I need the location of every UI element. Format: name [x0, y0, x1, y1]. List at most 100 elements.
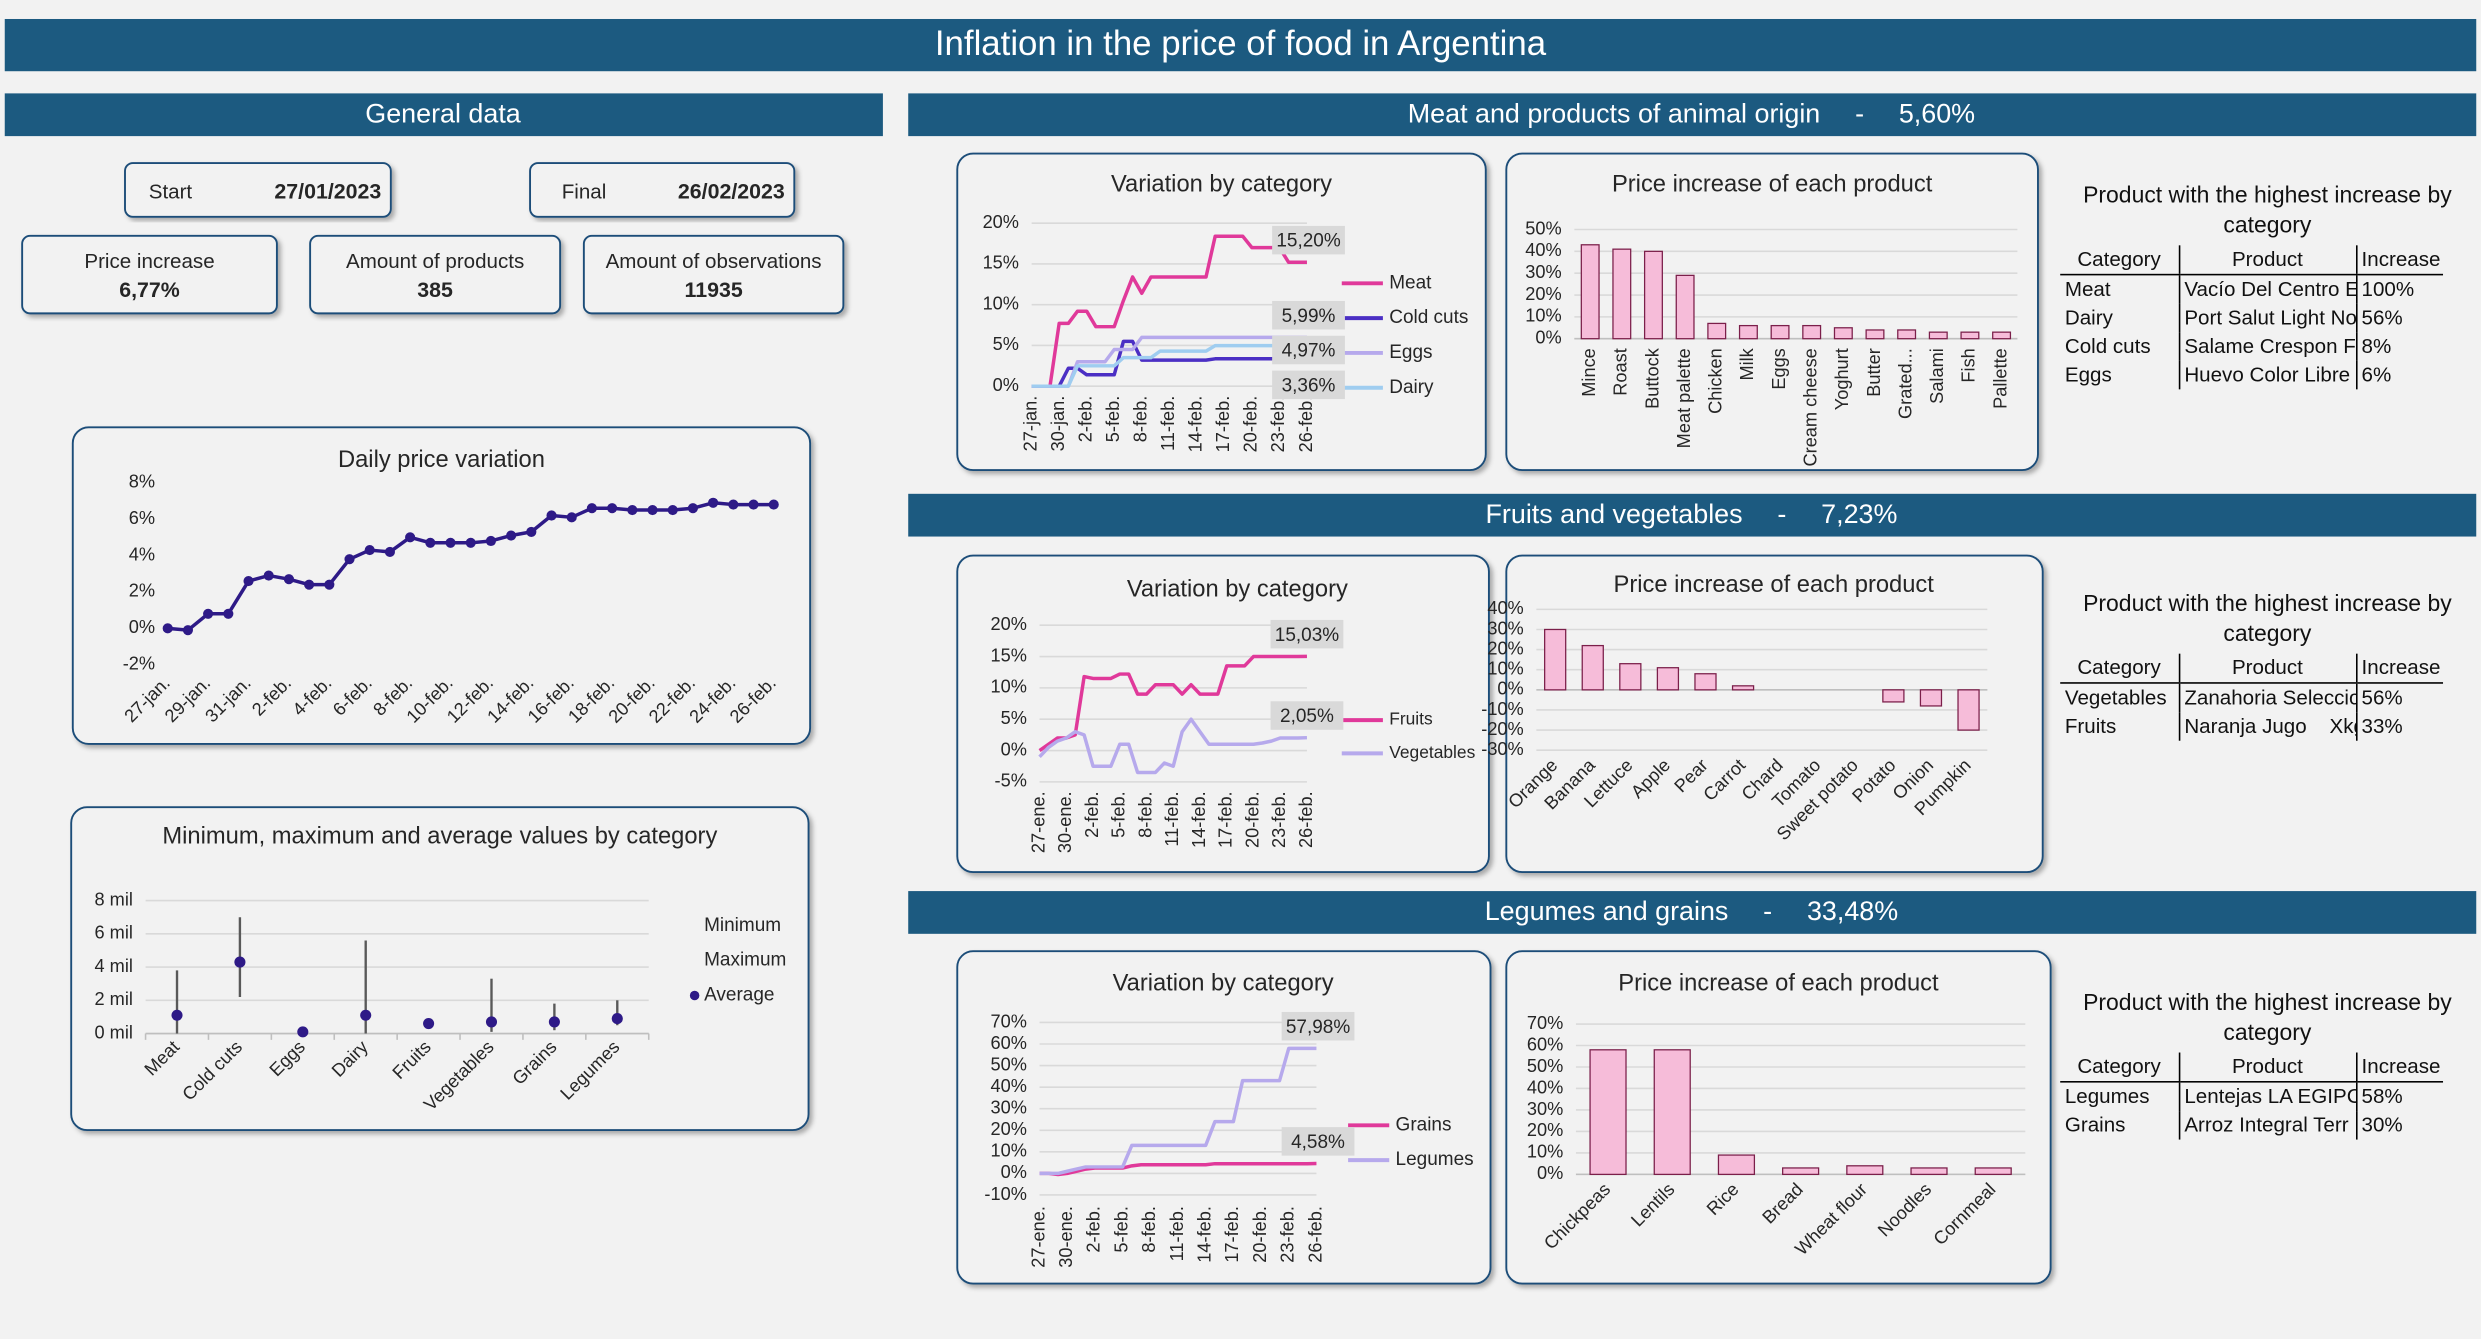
card-label: Amount of products [346, 250, 524, 273]
table-cell: 6% [2355, 360, 2444, 390]
table-cell: Dairy [2064, 305, 2113, 330]
section-title: General data [365, 99, 520, 129]
point [708, 497, 719, 508]
y-tick-label: 0% [1537, 1163, 1563, 1183]
line-series [1038, 717, 1308, 775]
info-card [124, 162, 392, 218]
x-tick-label: 30-ene. [1055, 791, 1075, 853]
x-tick-label: Salami [1927, 348, 1947, 404]
data-label-box [1272, 300, 1345, 330]
data-label-box [1270, 701, 1344, 730]
table-row: Dairy Port Salut Light No 56% [2060, 303, 2444, 333]
table-cell: Grains [2064, 1112, 2126, 1137]
chart-title: Variation by category [1113, 971, 1334, 997]
point [586, 503, 597, 514]
y-tick-label: 0% [129, 617, 155, 637]
section-title: Legumes and grains - 33,48% [1485, 896, 1898, 926]
section-value: 5,60% [1899, 99, 1975, 129]
column-header: Increase [2355, 653, 2444, 684]
x-tick-label: 8-feb. [1139, 1206, 1159, 1253]
y-tick-label: 10% [1525, 306, 1561, 326]
chart-panel [1505, 950, 2052, 1285]
bar [1707, 322, 1727, 340]
y-tick-label: -20% [1481, 719, 1523, 739]
y-tick-label: 6 mil [95, 923, 133, 943]
bar [1717, 1154, 1756, 1176]
point [445, 537, 456, 548]
y-tick-label: 10% [990, 677, 1026, 697]
bar [1992, 331, 2012, 340]
line-series [1038, 654, 1307, 752]
x-tick-label: 26-feb. [1296, 791, 1316, 848]
data-label-box [1270, 619, 1344, 649]
y-tick-label: 10% [990, 1141, 1026, 1161]
card-label: Price increase [84, 250, 214, 273]
section-separator: - [1777, 499, 1786, 529]
point [171, 1009, 183, 1021]
point [304, 579, 315, 590]
chart-panel [956, 950, 1492, 1285]
bar [1580, 244, 1600, 340]
x-tick-label: Fish [1959, 348, 1979, 382]
y-tick-label: 60% [990, 1033, 1026, 1053]
bar [1738, 324, 1758, 340]
table-block: Product with the highest increase by cat… [2060, 182, 2475, 390]
x-tick-label: 14-feb. [1195, 1206, 1215, 1263]
x-tick-label: 27-jan. [1020, 396, 1040, 452]
x-tick-label: 27-ene. [1028, 791, 1048, 853]
x-tick-label: 26-feb. [1305, 1206, 1325, 1263]
table-row: Fruits Naranja Jugo Xkg 33% [2060, 712, 2444, 741]
x-tick-label: 8-feb. [1135, 791, 1155, 838]
table-row: Cold cuts Salame Crespon Fe 8% [2060, 332, 2444, 361]
table-header: Category Product Increase [2060, 245, 2444, 276]
y-tick-label: 50% [1527, 1056, 1563, 1076]
section-name: Meat and products of animal origin [1408, 99, 1821, 129]
column-header: Category [2060, 1052, 2179, 1083]
point [364, 545, 375, 556]
x-tick-label: 14-feb. [1189, 791, 1209, 848]
table-wrap: Product with the highest increase by cat… [2060, 182, 2475, 390]
x-tick-label: 23-feb. [1278, 1206, 1298, 1263]
table: Category Product Increase Vegetables Zanahor… [2060, 653, 2444, 741]
section-value: 7,23% [1821, 499, 1897, 529]
bar [1581, 644, 1604, 691]
y-tick-label: 30% [990, 1098, 1026, 1118]
bar [1643, 250, 1663, 340]
data-label: 3,36% [1282, 375, 1336, 396]
legend-label: Legumes [1396, 1149, 1474, 1170]
y-tick-label: 20% [983, 212, 1019, 232]
table-cell: Arroz Integral Terr [2177, 1111, 2357, 1140]
x-tick-label: 11-feb. [1167, 1206, 1187, 1261]
card-value: 385 [417, 278, 453, 302]
y-tick-label: 30% [1525, 262, 1561, 282]
x-tick-label: Yoghurt [1832, 348, 1852, 410]
table-row: Meat Vacío Del Centro E 100% [2060, 274, 2444, 304]
point [423, 1018, 435, 1030]
y-tick-label: 10% [1527, 1142, 1563, 1162]
y-tick-label: 40% [1487, 598, 1523, 618]
y-tick-label: 20% [1527, 1120, 1563, 1140]
y-tick-label: 0% [1001, 1162, 1027, 1182]
y-tick-label: 20% [1525, 284, 1561, 304]
y-tick-label: 4% [129, 544, 155, 564]
table-cell: 58% [2355, 1081, 2444, 1112]
bar [1612, 248, 1632, 340]
bar [1731, 685, 1755, 691]
y-tick-label: 5% [1001, 708, 1027, 728]
section-value: 33,48% [1807, 896, 1898, 926]
table-cell: Zanahoria Seleccio [2177, 682, 2357, 713]
y-tick-label: 0% [1001, 739, 1027, 759]
table-cell: 100% [2355, 274, 2444, 304]
legend-marker [689, 990, 700, 1001]
y-tick-label: 30% [1487, 618, 1523, 638]
x-tick-label: 27-ene. [1028, 1206, 1048, 1268]
card-value: 26/02/2023 [678, 180, 785, 204]
legend-label: Meat [1389, 272, 1432, 293]
table-block: Product with the highest increase by cat… [2060, 991, 2452, 1140]
y-tick-label: 0% [1497, 679, 1523, 699]
table-row: Legumes Lentejas LA EGIPC 58% [2060, 1081, 2444, 1112]
bar [1957, 689, 1980, 731]
legend-label: Vegetables [1389, 742, 1475, 762]
table-cell: Eggs [2064, 362, 2112, 387]
